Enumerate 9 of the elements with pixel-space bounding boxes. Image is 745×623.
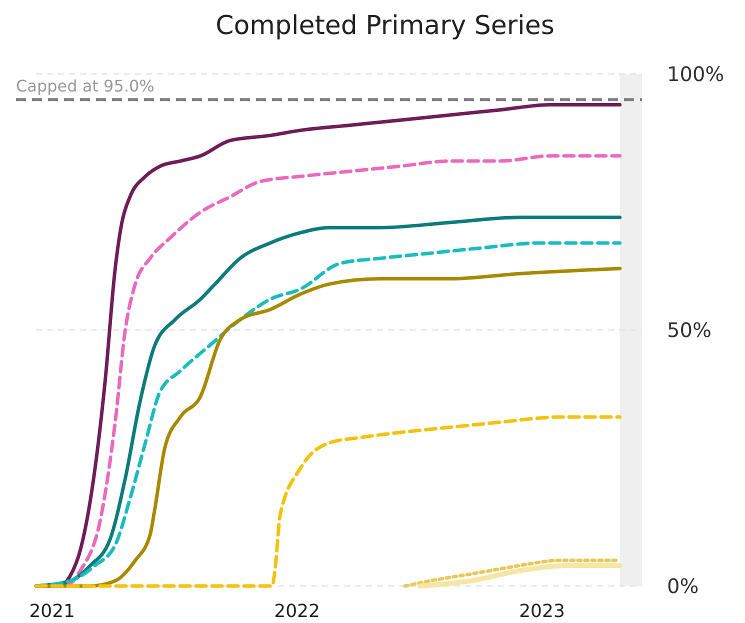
x-tick-label: 2022	[274, 601, 320, 622]
y-tick-label: 0%	[667, 574, 699, 598]
chart-title: Completed Primary Series	[216, 11, 554, 41]
y-tick-label: 100%	[667, 62, 724, 86]
line-series	[34, 415, 622, 588]
y-tick-label: 50%	[667, 318, 712, 342]
ref-line-label: Capped at 95.0%	[16, 76, 154, 96]
x-tick-label: 2021	[29, 601, 76, 622]
x-tick-label: 2023	[519, 601, 565, 622]
